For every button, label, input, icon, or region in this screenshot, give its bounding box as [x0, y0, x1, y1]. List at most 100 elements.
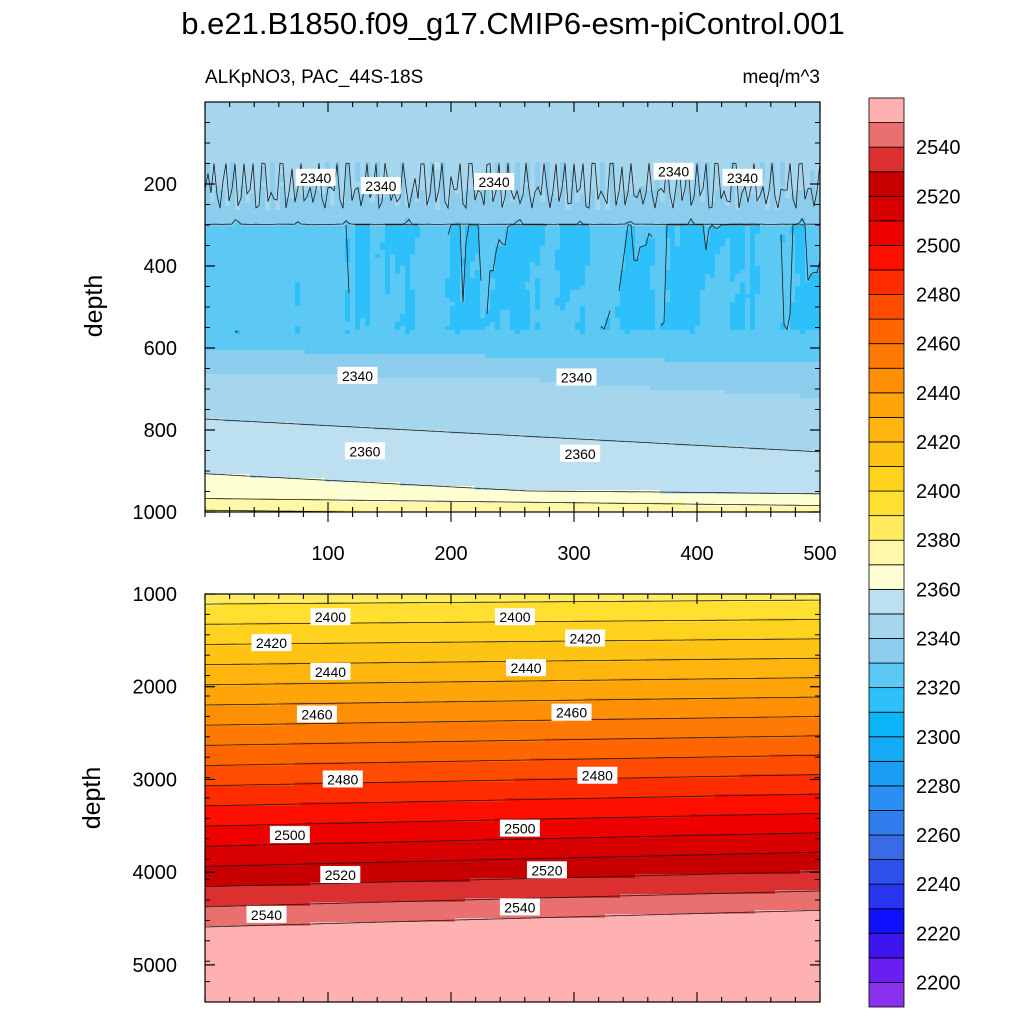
contour-cell	[295, 502, 301, 507]
contour-cell	[375, 354, 381, 359]
contour-cell	[345, 418, 351, 423]
contour-cell	[380, 114, 386, 119]
contour-cell	[425, 318, 431, 323]
contour-cell	[230, 482, 236, 487]
contour-cell	[440, 378, 446, 383]
contour-cell	[380, 102, 386, 107]
contour-cell	[365, 282, 371, 287]
contour-cell	[380, 414, 386, 419]
contour-cell	[390, 290, 396, 295]
contour-cell	[235, 238, 241, 243]
contour-cell	[315, 138, 321, 143]
contour-cell	[440, 422, 446, 427]
contour-cell	[205, 430, 211, 435]
contour-cell	[410, 490, 416, 495]
contour-cell	[250, 198, 256, 203]
contour-cell	[275, 146, 281, 151]
contour-cell	[420, 502, 426, 507]
contour-cell	[285, 474, 291, 479]
contour-cell	[410, 294, 416, 299]
contour-cell	[385, 238, 391, 243]
contour-cell	[405, 270, 411, 275]
contour-cell	[225, 178, 231, 183]
contour-cell	[355, 178, 361, 183]
contour-cell	[220, 170, 226, 175]
contour-cell	[415, 274, 421, 279]
contour-cell	[230, 162, 236, 167]
contour-cell	[300, 402, 306, 407]
contour-cell	[230, 502, 236, 507]
contour-cell	[245, 126, 251, 131]
contour-cell	[285, 446, 291, 451]
contour-cell	[225, 278, 231, 283]
contour-cell	[225, 142, 231, 147]
contour-cell	[435, 166, 441, 171]
contour-cell	[335, 430, 341, 435]
contour-cell	[250, 306, 256, 311]
contour-cell	[415, 206, 421, 211]
contour-cell	[290, 482, 296, 487]
contour-cell	[385, 398, 391, 403]
contour-cell	[260, 198, 266, 203]
contour-cell	[350, 362, 356, 367]
contour-cell	[405, 406, 411, 411]
contour-cell	[365, 350, 371, 355]
contour-cell	[255, 358, 261, 363]
contour-cell	[375, 106, 381, 111]
contour-cell	[425, 166, 431, 171]
contour-cell	[410, 150, 416, 155]
contour-cell	[400, 174, 406, 179]
contour-cell	[270, 146, 276, 151]
contour-cell	[255, 198, 261, 203]
contour-cell	[445, 258, 451, 263]
contour-cell	[220, 306, 226, 311]
contour-cell	[435, 118, 441, 123]
contour-cell	[205, 390, 211, 395]
contour-cell	[380, 494, 386, 499]
contour-cell	[280, 334, 286, 339]
contour-cell	[215, 174, 221, 179]
contour-cell	[430, 326, 436, 331]
contour-cell	[330, 190, 336, 195]
contour-cell	[350, 106, 356, 111]
contour-cell	[415, 386, 421, 391]
contour-cell	[395, 330, 401, 335]
contour-cell	[360, 398, 366, 403]
contour-cell	[405, 334, 411, 339]
contour-cell	[205, 394, 211, 399]
contour-cell	[415, 302, 421, 307]
contour-cell	[415, 358, 421, 363]
contour-cell	[430, 478, 436, 483]
contour-cell	[315, 302, 321, 307]
contour-cell	[345, 202, 351, 207]
contour-cell	[270, 182, 276, 187]
contour-cell	[245, 394, 251, 399]
contour-cell	[295, 202, 301, 207]
contour-cell	[295, 458, 301, 463]
contour-cell	[340, 106, 346, 111]
contour-cell	[285, 110, 291, 115]
contour-cell	[380, 134, 386, 139]
contour-cell	[260, 338, 266, 343]
contour-cell	[385, 166, 391, 171]
contour-cell	[240, 202, 246, 207]
contour-cell	[290, 402, 296, 407]
contour-cell	[335, 262, 341, 267]
contour-cell	[400, 330, 406, 335]
contour-cell	[400, 406, 406, 411]
contour-cell	[260, 298, 266, 303]
contour-cell	[355, 486, 361, 491]
contour-cell	[405, 398, 411, 403]
contour-cell	[365, 214, 371, 219]
contour-cell	[385, 394, 391, 399]
contour-cell	[260, 310, 266, 315]
contour-cell	[250, 122, 256, 127]
contour-cell	[355, 406, 361, 411]
contour-cell	[275, 282, 281, 287]
contour-cell	[400, 286, 406, 291]
contour-cell	[295, 254, 301, 259]
contour-cell	[435, 366, 441, 371]
contour-cell	[215, 118, 221, 123]
contour-cell	[225, 242, 231, 247]
contour-cell	[345, 130, 351, 135]
